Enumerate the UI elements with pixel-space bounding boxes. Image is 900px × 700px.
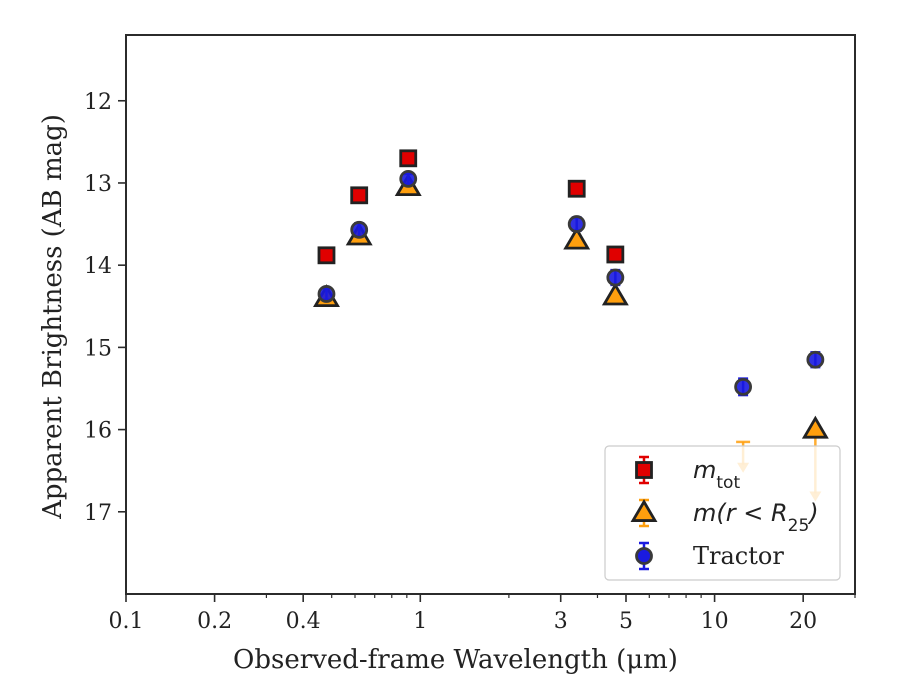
data-point	[317, 285, 336, 303]
data-point	[567, 215, 586, 233]
data-point	[350, 186, 369, 205]
data-point	[601, 282, 629, 306]
data-point	[801, 415, 829, 439]
axes: 0.1 0.2 0.4 1 3 5 10 20121314151617Observed-fra…	[38, 34, 856, 675]
data-point	[606, 245, 625, 264]
x-axis-title: Observed-frame Wavelength (μm)	[233, 645, 678, 675]
y-tick-label: 12	[84, 90, 112, 115]
x-tick-label: 1	[413, 609, 427, 634]
x-tick-label: 0.2	[197, 609, 232, 634]
data-point	[317, 246, 336, 265]
x-tick-label: 0.1	[109, 609, 144, 634]
y-tick-label: 17	[84, 501, 112, 526]
y-tick-label: 16	[84, 419, 112, 444]
data-point	[734, 377, 753, 396]
y-axis-title: Apparent Brightness (AB mag)	[38, 114, 68, 520]
x-tick-label: 10	[701, 609, 729, 634]
data-point	[567, 179, 586, 198]
y-tick-label: 14	[84, 254, 112, 279]
y-tick-label: 15	[84, 336, 112, 361]
data-point	[563, 226, 591, 250]
data-point	[350, 220, 369, 239]
plot-frame	[125, 34, 856, 595]
legend-marker	[635, 547, 653, 565]
y-tick-label: 13	[84, 172, 112, 197]
legend-box	[604, 445, 841, 581]
data-point	[806, 350, 825, 369]
data-point	[606, 268, 625, 287]
x-tick-label: 20	[789, 609, 817, 634]
x-tick-label: 3	[554, 609, 568, 634]
data-point	[399, 149, 418, 168]
legend-label: Tractor	[693, 542, 784, 570]
data-point	[399, 169, 418, 188]
legend-marker	[635, 461, 653, 479]
x-tick-label: 0.4	[286, 609, 321, 634]
legend-marker	[630, 499, 658, 522]
x-tick-label: 5	[619, 609, 633, 634]
